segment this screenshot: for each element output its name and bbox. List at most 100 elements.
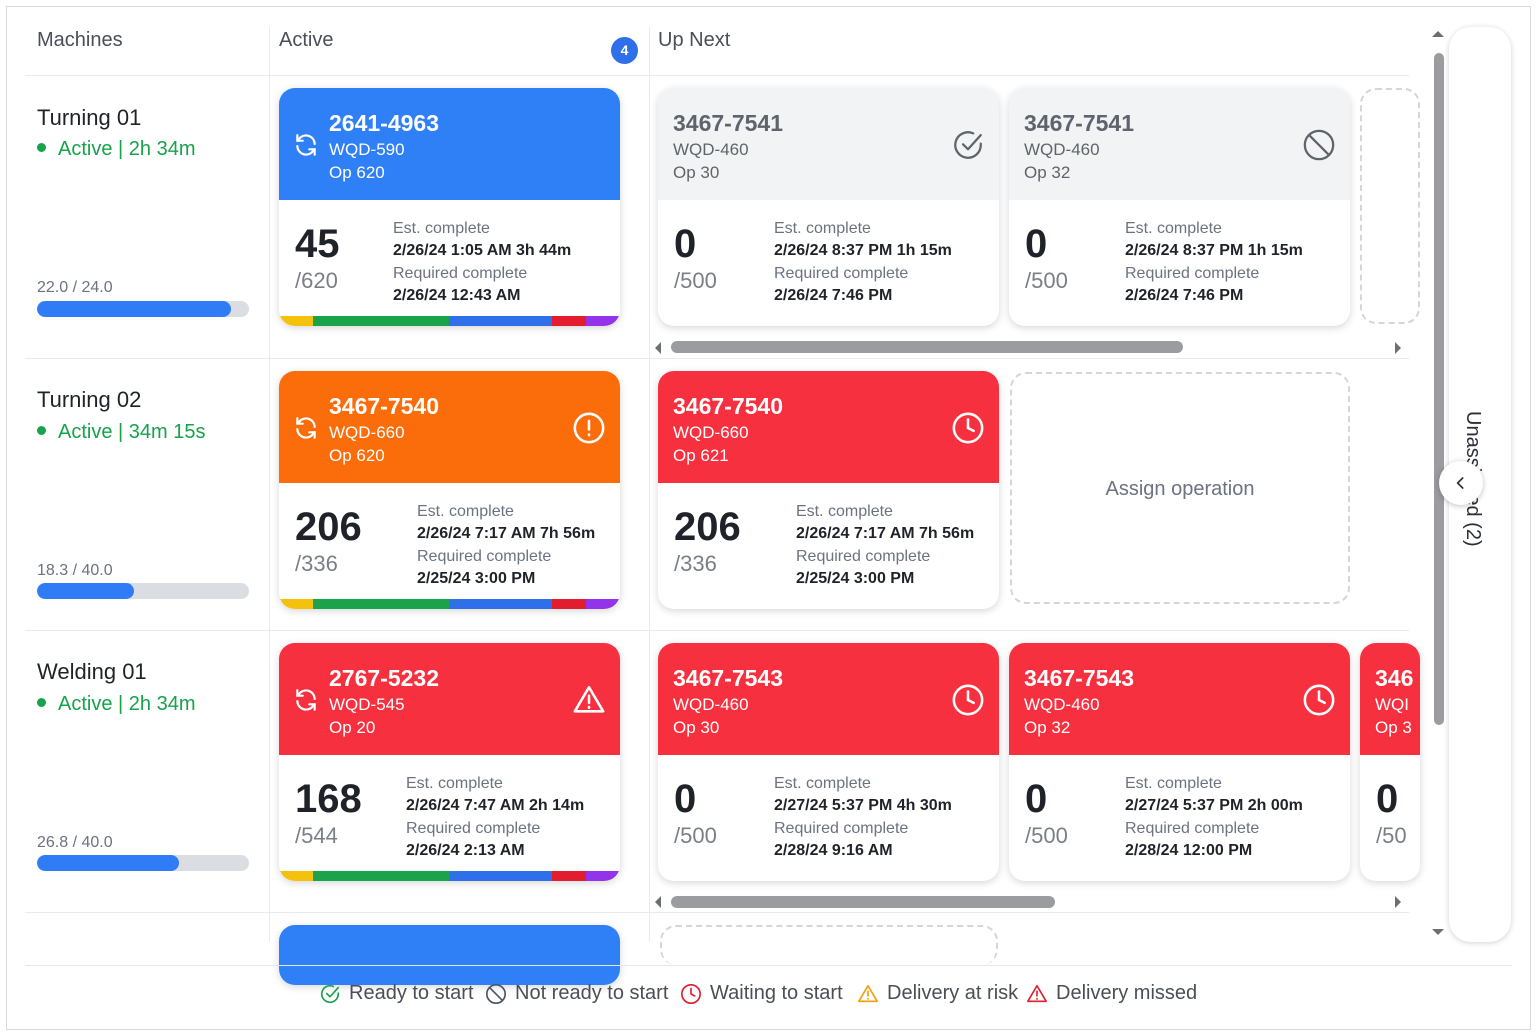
legend-divider xyxy=(25,965,1512,966)
operation-number: Op 30 xyxy=(673,718,720,737)
machine-status: Active | 34m 15s xyxy=(37,421,205,444)
active-operation-card[interactable]: 3467-7540 WQD-660 Op 620 206 /336 Est. c… xyxy=(279,371,620,609)
check-circle-icon xyxy=(320,984,340,1003)
legend-label: Delivery at risk xyxy=(887,982,1019,1004)
scroll-right-icon[interactable] xyxy=(1393,895,1403,909)
operation-number: Op 20 xyxy=(329,718,376,737)
legend-item: Waiting to start xyxy=(680,982,843,1005)
upnext-operation-card[interactable]: 3467-7540 WQD-660 Op 621 206 /336 Est. c… xyxy=(658,371,999,609)
active-operation-card[interactable] xyxy=(279,925,620,985)
required-complete-value: 2/28/24 9:16 AM xyxy=(774,842,893,859)
completed-count: 0 xyxy=(674,777,697,821)
completed-count: 0 xyxy=(1376,777,1399,821)
horizontal-scrollbar[interactable] xyxy=(671,341,1183,353)
est-complete-label: Est. complete xyxy=(417,503,514,520)
upnext-operation-card[interactable]: 3467-7543 WQD-460 Op 32 0 /500 Est. comp… xyxy=(1009,643,1350,881)
assign-operation-slot[interactable]: Assign operation xyxy=(1010,372,1350,604)
color-stripe xyxy=(279,871,620,881)
est-complete-label: Est. complete xyxy=(393,220,490,237)
total-count: /50 xyxy=(1376,823,1407,848)
capacity-bar xyxy=(37,301,249,317)
legend-item: Delivery at risk xyxy=(857,982,1018,1005)
active-operation-card[interactable]: 2641-4963 WQD-590 Op 620 45 /620 Est. co… xyxy=(279,88,620,326)
ban-icon xyxy=(1303,129,1335,161)
required-complete-value: 2/28/24 12:00 PM xyxy=(1125,842,1253,859)
status-dot xyxy=(37,698,46,708)
total-count: /620 xyxy=(295,268,338,293)
scroll-left-icon[interactable] xyxy=(653,341,663,355)
assign-slot-partial[interactable] xyxy=(1360,88,1420,324)
machine-name[interactable]: Turning 02 xyxy=(37,387,142,412)
part-number: WQD-660 xyxy=(673,423,749,442)
part-number: WQI xyxy=(1375,695,1409,714)
stripe-segment xyxy=(585,316,620,326)
status-dot xyxy=(37,426,46,436)
clock-icon xyxy=(681,983,701,1004)
required-complete-value: 2/25/24 3:00 PM xyxy=(796,570,915,587)
vertical-scrollbar[interactable] xyxy=(1434,53,1444,725)
required-complete-label: Required complete xyxy=(774,820,909,837)
machine-name[interactable]: Welding 01 xyxy=(37,659,147,684)
required-complete-value: 2/26/24 2:13 AM xyxy=(406,842,525,859)
operation-number: Op 620 xyxy=(329,163,385,182)
refresh-icon xyxy=(296,689,316,711)
stripe-segment xyxy=(313,871,450,881)
required-complete-value: 2/26/24 7:46 PM xyxy=(1125,287,1244,304)
job-number: 3467-7543 xyxy=(1024,665,1134,691)
assign-slot-partial[interactable] xyxy=(660,925,998,965)
card-header: 3467-7543 WQD-460 Op 32 xyxy=(1009,643,1350,755)
stripe-segment xyxy=(449,316,552,326)
capacity-bar xyxy=(37,855,249,871)
card-header: 3467-7543 WQD-460 Op 30 xyxy=(658,643,999,755)
alert-circle-icon xyxy=(573,412,605,444)
legend-label: Delivery missed xyxy=(1056,982,1198,1004)
scroll-down-icon[interactable] xyxy=(1431,927,1445,937)
upnext-operation-card[interactable]: 3467-7541 WQD-460 Op 30 0 /500 Est. comp… xyxy=(658,88,999,326)
card-header: 2641-4963 WQD-590 Op 620 xyxy=(279,88,620,200)
card-header: 346 WQI Op 3 xyxy=(1360,643,1420,755)
active-operation-card[interactable]: 2767-5232 WQD-545 Op 20 168 /544 Est. co… xyxy=(279,643,620,881)
est-complete-value: 2/27/24 5:37 PM 2h 00m xyxy=(1125,797,1303,814)
card-header: 3467-7541 WQD-460 Op 30 xyxy=(658,88,999,200)
legend-item: Not ready to start xyxy=(485,982,668,1005)
clock-icon xyxy=(952,684,984,716)
upnext-operation-card-partial[interactable]: 346 WQI Op 3 0 /50 xyxy=(1360,643,1420,881)
est-complete-label: Est. complete xyxy=(796,503,893,520)
machine-status: Active | 2h 34m xyxy=(37,693,195,716)
scroll-left-icon[interactable] xyxy=(653,895,663,909)
part-number: WQD-545 xyxy=(329,695,405,714)
total-count: /500 xyxy=(674,268,717,293)
est-complete-label: Est. complete xyxy=(1125,220,1222,237)
upnext-column-header: Up Next xyxy=(658,29,731,51)
machines-column-header: Machines xyxy=(37,29,123,51)
est-complete-label: Est. complete xyxy=(774,220,871,237)
scroll-right-icon[interactable] xyxy=(1393,341,1403,355)
stripe-segment xyxy=(313,599,450,609)
job-number: 3467-7541 xyxy=(1024,110,1134,136)
machine-name[interactable]: Turning 01 xyxy=(37,105,142,130)
completed-count: 0 xyxy=(1025,777,1048,821)
job-number: 3467-7540 xyxy=(329,393,439,419)
total-count: /544 xyxy=(295,823,338,848)
scroll-up-icon[interactable] xyxy=(1431,29,1445,39)
legend-label: Not ready to start xyxy=(515,982,669,1004)
operation-number: Op 620 xyxy=(329,446,385,465)
horizontal-scrollbar[interactable] xyxy=(671,896,1055,908)
completed-count: 168 xyxy=(295,777,362,821)
est-complete-value: 2/26/24 1:05 AM 3h 44m xyxy=(393,242,572,259)
row-divider xyxy=(25,358,1409,359)
clock-icon xyxy=(1303,684,1335,716)
capacity-bar-fill xyxy=(37,583,134,599)
capacity-bar-fill xyxy=(37,301,232,317)
upnext-operation-card[interactable]: 3467-7543 WQD-460 Op 30 0 /500 Est. comp… xyxy=(658,643,999,881)
upnext-operation-card[interactable]: 3467-7541 WQD-460 Op 32 0 /500 Est. comp… xyxy=(1009,88,1350,326)
stripe-segment xyxy=(585,871,620,881)
color-stripe xyxy=(279,316,620,326)
machine-capacity: 22.0 / 24.0 xyxy=(37,279,113,296)
expand-panel-button[interactable] xyxy=(1439,461,1483,505)
warning-triangle-icon xyxy=(1027,984,1047,1002)
operation-number: Op 32 xyxy=(1024,718,1071,737)
est-complete-value: 2/26/24 7:47 AM 2h 14m xyxy=(406,797,585,814)
required-complete-label: Required complete xyxy=(1125,820,1260,837)
card-header: 3467-7541 WQD-460 Op 32 xyxy=(1009,88,1350,200)
